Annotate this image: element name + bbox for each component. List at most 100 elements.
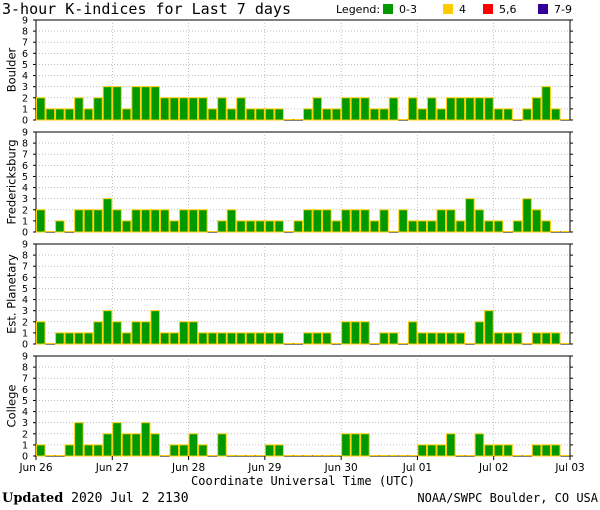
panel-label: Fredericksburg [5, 139, 19, 224]
k-bar [426, 220, 437, 233]
k-bar [541, 220, 551, 233]
k-bar [474, 97, 485, 121]
y-tick-label: 1 [22, 216, 28, 227]
k-bar [102, 433, 113, 457]
y-tick-label: 1 [22, 440, 28, 451]
k-bar [131, 321, 141, 345]
k-bar [102, 310, 113, 345]
legend-swatch-0-3 [383, 4, 393, 14]
k-bar [531, 97, 542, 121]
k-bar [493, 444, 504, 457]
k-bar [312, 209, 323, 233]
x-tick-label: Jul 03 [554, 462, 584, 474]
k-bar [417, 220, 427, 233]
x-tick-label: Jun 28 [171, 462, 205, 474]
data-source: NOAA/SWPC Boulder, CO USA [417, 491, 598, 505]
y-tick-label: 7 [22, 38, 28, 49]
k-bar [198, 444, 208, 457]
k-bar [131, 433, 141, 457]
k-bar [379, 332, 389, 345]
k-bar [55, 332, 65, 345]
k-bar [541, 332, 551, 345]
y-tick-label: 9 [22, 128, 28, 139]
k-bar [255, 108, 265, 121]
k-bar [426, 97, 437, 121]
k-bar [455, 332, 466, 345]
k-bar [207, 108, 218, 121]
k-bar [64, 332, 75, 345]
k-bar [484, 444, 494, 457]
k-bar [83, 209, 94, 233]
k-bar [455, 220, 466, 233]
k-bar [426, 444, 437, 457]
k-bar [169, 97, 180, 121]
k-bar [360, 321, 370, 345]
k-bar [341, 97, 351, 121]
k-bar [140, 321, 151, 345]
k-bar [465, 97, 475, 121]
k-bar [169, 332, 180, 345]
k-bar [455, 97, 466, 121]
k-bar [407, 220, 418, 233]
k-bar [531, 332, 542, 345]
k-bar [93, 444, 103, 457]
chart-title: 3-hour K-indices for Last 7 days [2, 0, 291, 18]
k-bar [36, 321, 46, 345]
k-bar [331, 220, 342, 233]
k-bar [417, 444, 427, 457]
k-bar [74, 422, 84, 457]
y-tick-label: 2 [22, 93, 28, 104]
k-bar [436, 444, 447, 457]
k-bar [188, 97, 199, 121]
k-bar [226, 108, 237, 121]
k-bar [446, 209, 456, 233]
k-bar [274, 108, 284, 121]
k-bar [74, 209, 84, 233]
y-tick-label: 2 [22, 317, 28, 328]
legend-label-7-9: 7-9 [554, 3, 572, 16]
legend-label-4: 4 [459, 3, 466, 16]
k-bar [436, 108, 447, 121]
panel-frame [35, 355, 571, 457]
k-bar [493, 220, 504, 233]
updated-label: Updated [2, 491, 64, 506]
k-bar [264, 108, 275, 121]
k-bar [150, 310, 160, 345]
k-bar [474, 433, 485, 457]
k-bar [245, 220, 256, 233]
y-tick-label: 4 [22, 71, 28, 82]
k-bar [188, 209, 199, 233]
k-bar [236, 97, 246, 121]
k-bar [159, 97, 170, 121]
k-bar [512, 332, 523, 345]
y-tick-label: 1 [22, 104, 28, 115]
k-bar [140, 422, 151, 457]
panel-label: Boulder [5, 47, 19, 92]
legend-label-5-6: 5,6 [499, 3, 517, 16]
legend-swatch-5-6 [483, 4, 493, 14]
k-bar [207, 332, 218, 345]
k-bar [541, 444, 551, 457]
k-bar [102, 86, 113, 121]
k-bar [83, 444, 94, 457]
y-tick-label: 9 [22, 240, 28, 251]
k-bar [74, 332, 84, 345]
y-tick-label: 0 [22, 228, 28, 239]
k-bar [179, 321, 189, 345]
x-tick-label: Jun 27 [95, 462, 129, 474]
k-bar [274, 444, 284, 457]
k-bar [341, 433, 351, 457]
k-bar [36, 444, 46, 457]
k-bar [541, 86, 551, 121]
k-bar [274, 220, 284, 233]
k-bar [121, 332, 132, 345]
k-bar [83, 332, 94, 345]
k-bar [379, 209, 389, 233]
k-bar [93, 321, 103, 345]
k-bar [264, 444, 275, 457]
legend-swatch-7-9 [538, 4, 548, 14]
k-bar [417, 108, 427, 121]
y-tick-label: 7 [22, 374, 28, 385]
k-bar [55, 220, 65, 233]
k-bar [350, 433, 361, 457]
